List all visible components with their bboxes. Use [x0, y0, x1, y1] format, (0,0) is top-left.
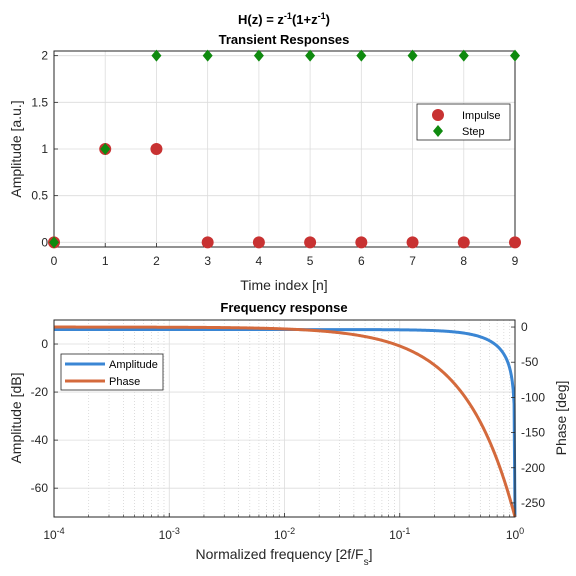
frequency-y2-tick-label: -200	[521, 461, 545, 475]
frequency-x-label: Normalized frequency [2f/Fs]	[196, 546, 373, 568]
transient-x-tick-label: 9	[512, 254, 519, 268]
legend-impulse-label: Impulse	[462, 110, 501, 122]
frequency-legend: Amplitude Phase	[60, 353, 164, 391]
impulse-point	[201, 236, 214, 249]
frequency-y-label: Amplitude [dB]	[8, 372, 24, 463]
transient-x-tick-label: 1	[102, 254, 109, 268]
frequency-x-tick-label: 10-4	[43, 526, 64, 542]
transient-grid	[53, 51, 516, 247]
step-point	[100, 143, 111, 155]
transient-x-tick-label: 6	[358, 254, 365, 268]
transient-y-tick-label: 1.5	[31, 95, 48, 109]
transient-x-tick-label: 7	[409, 254, 416, 268]
frequency-x-tick-label: 100	[506, 526, 524, 542]
step-point	[49, 236, 59, 249]
frequency-y2-ticks: 0 -50 -100 -150 -200 -250	[511, 320, 545, 510]
frequency-y-tick-label: -20	[31, 385, 49, 399]
transient-y-tick-label: 1	[41, 142, 48, 156]
step-point	[151, 49, 162, 62]
frequency-y-tick-label: 0	[41, 337, 48, 351]
transient-x-tick-label: 4	[256, 254, 263, 268]
frequency-x-tick-label: 10-2	[274, 526, 295, 542]
transient-y-label: Amplitude [a.u.]	[8, 100, 24, 197]
step-point	[458, 49, 469, 62]
transient-x-tick-label: 2	[153, 254, 160, 268]
impulse-point	[509, 236, 521, 249]
transient-y-tick-label: 0.5	[31, 189, 48, 203]
transient-x-tick-label: 3	[204, 254, 211, 268]
legend-impulse-marker	[432, 109, 444, 121]
step-point	[356, 49, 367, 62]
impulse-point	[150, 143, 163, 155]
frequency-title: Frequency response	[220, 300, 347, 315]
phase-line	[53, 325, 517, 518]
frequency-lines	[53, 325, 517, 518]
frequency-x-tick-label: 10-3	[159, 526, 180, 542]
transient-chart: H(z) = z-1(1+z-1) Transient Responses 0 1…	[8, 11, 521, 293]
transient-y-ticks: 0 0.5 1 1.5 2	[31, 49, 58, 249]
transient-y-tick-label: 2	[41, 49, 48, 63]
impulse-point	[355, 236, 368, 249]
step-point	[202, 49, 213, 62]
transient-marks	[48, 49, 521, 249]
frequency-legend-box	[60, 353, 164, 391]
transient-legend: Impulse Step	[416, 103, 511, 141]
frequency-grid	[53, 320, 516, 517]
frequency-y-ticks: 0 -20 -40 -60	[31, 337, 58, 495]
transient-x-tick-label: 5	[307, 254, 314, 268]
frequency-y2-tick-label: -50	[521, 355, 539, 369]
step-point	[510, 49, 520, 62]
transient-x-tick-label: 0	[51, 254, 58, 268]
frequency-chart: Frequency response 10-4 10-3 10-2 10-1 100 0…	[8, 300, 569, 568]
figure-title: H(z) = z-1(1+z-1)	[238, 11, 330, 27]
transient-y-tick-label: 0	[41, 235, 48, 249]
step-point	[253, 49, 264, 62]
frequency-x-ticks: 10-4 10-3 10-2 10-1 100	[43, 513, 524, 542]
impulse-point	[304, 236, 317, 249]
frequency-y2-tick-label: 0	[521, 320, 528, 334]
frequency-y2-label: Phase [deg]	[553, 381, 569, 456]
frequency-x-tick-label: 10-1	[389, 526, 410, 542]
transient-x-tick-label: 8	[460, 254, 467, 268]
legend-step-marker	[433, 125, 443, 137]
transient-x-label: Time index [n]	[240, 277, 327, 293]
frequency-y2-tick-label: -250	[521, 496, 545, 510]
legend-phase-label: Phase	[109, 376, 140, 388]
transient-title: Transient Responses	[219, 32, 350, 47]
legend-amplitude-label: Amplitude	[109, 359, 158, 371]
step-point	[407, 49, 418, 62]
step-point	[305, 49, 316, 62]
impulse-point	[252, 236, 265, 249]
transient-legend-box	[416, 103, 511, 141]
impulse-point	[457, 236, 470, 249]
legend-step-label: Step	[462, 126, 485, 138]
impulse-point	[406, 236, 419, 249]
frequency-y2-tick-label: -100	[521, 390, 545, 404]
frequency-y2-tick-label: -150	[521, 426, 545, 440]
transient-x-ticks: 0 1 2 3 4 5 6 7 8 9	[51, 243, 519, 268]
frequency-y-tick-label: -40	[31, 433, 49, 447]
frequency-y-tick-label: -60	[31, 481, 49, 495]
